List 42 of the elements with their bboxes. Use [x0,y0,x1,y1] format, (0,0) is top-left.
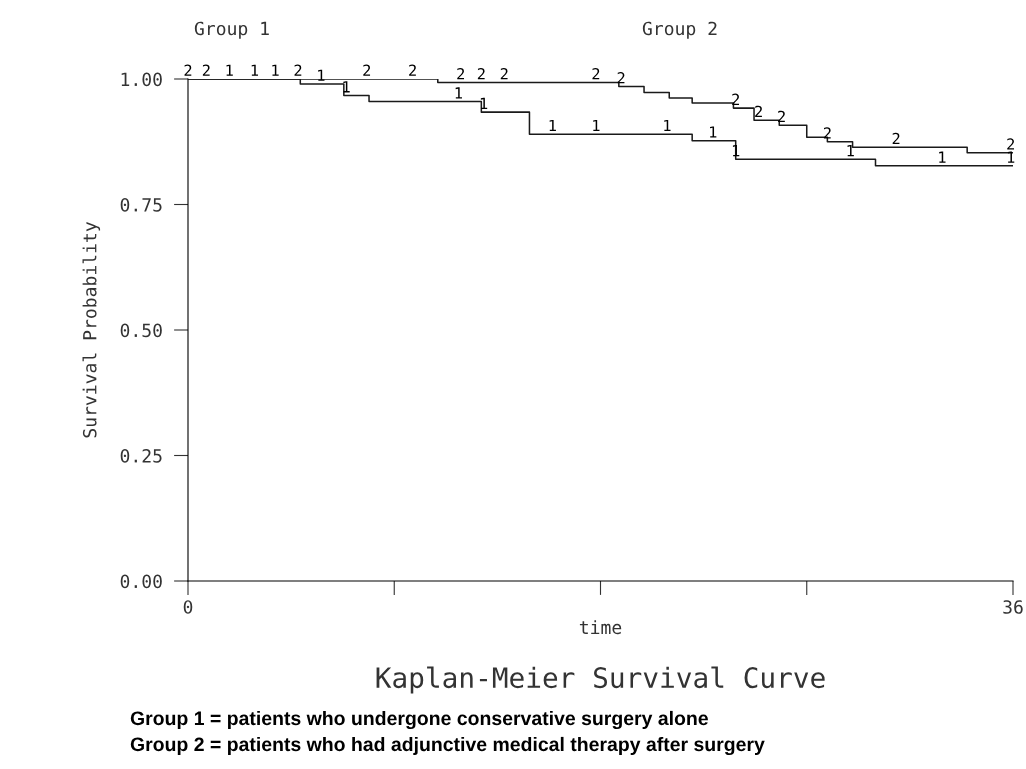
x-tick-label: 36 [1003,600,1023,614]
annotation: 1 [593,119,600,132]
annotation: 2 [202,64,210,76]
y-axis-title: Survival Probability [82,222,101,438]
annotation: 2 [617,72,625,84]
annotation: 2 [363,64,371,76]
annotation: 2 [732,93,740,105]
annotation: 1 [318,69,325,81]
annotation: 2 [184,64,192,76]
annotation: 1 [549,119,556,132]
annotation: 1 [847,145,854,157]
x-tick-label: 0 [183,600,193,614]
x-axis-title: time [579,620,622,635]
annotation: 1 [251,64,259,76]
annotation: 2 [823,127,831,139]
annotation: 2 [778,110,785,123]
annotation: 1 [272,64,279,76]
text: Group 1 = patients who undergone conservative surgery alone [130,710,708,730]
y-tick-label: 0.50 [120,323,162,338]
annotation: 2 [294,64,302,76]
y-tick-label: 1.00 [121,72,162,87]
annotation: 1 [664,119,671,132]
annotation: 2 [477,68,485,80]
y-tick-label: 0.25 [120,449,162,463]
text: Kaplan-Meier Survival Curve [376,666,825,694]
annotation: 2 [1007,138,1015,150]
annotation: 2 [457,68,465,80]
annotation: 2 [409,64,416,76]
y-tick-label: 0.00 [120,574,162,589]
annotation: 1 [1007,151,1015,163]
annotation: 1 [455,87,462,99]
annotation: 1 [939,151,946,163]
annotation: 2 [755,105,762,117]
y-tick-label: 0.75 [120,198,162,212]
text: Group 2 = patients who had adjunctive medical therapy after surgery [130,736,765,756]
annotation: 2 [592,68,600,80]
annotation: 1 [226,64,233,76]
annotation: 2 [500,68,508,80]
text: Group 1 [194,21,269,39]
annotation: 1 [710,126,717,138]
annotation: 2 [892,132,900,145]
text: Group 2 [642,21,717,39]
